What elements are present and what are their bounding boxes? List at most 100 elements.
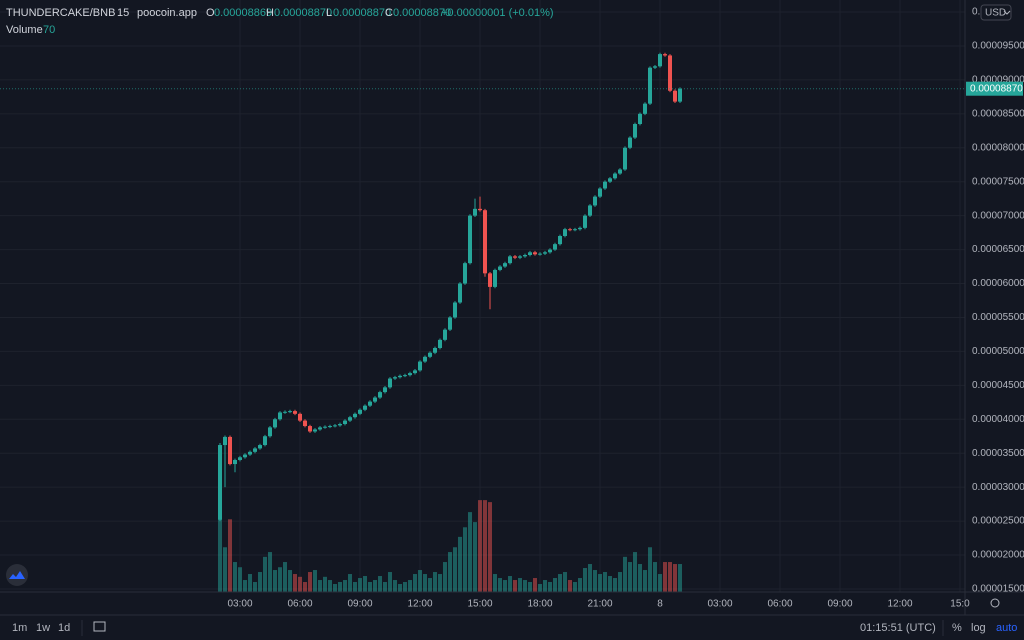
volume-bar [388,572,392,592]
candle-body [438,339,442,348]
volume-bar [313,570,317,592]
x-tick-label: 03:00 [707,599,732,610]
candle-body [353,413,357,418]
auto-button[interactable]: auto [996,622,1017,634]
y-tick-label: 0.00005500 [972,312,1024,323]
candle-body [318,427,322,430]
settings-icon[interactable] [990,598,1000,608]
volume-bar [373,580,377,592]
currency-button[interactable]: USD [980,4,1012,21]
candle-body [263,436,267,446]
volume-bar [413,574,417,592]
candle-body [358,409,362,414]
log-button[interactable]: log [971,622,986,634]
candle-body [408,373,412,376]
candle-body [508,256,512,264]
candle-body [553,244,557,250]
candle-body [463,263,467,284]
candle-body [428,352,432,357]
logo-circle[interactable] [6,564,28,586]
percent-button[interactable]: % [952,622,962,634]
y-tick-label: 0.00009500 [972,41,1024,52]
volume-bar [378,576,382,592]
currency-button-box[interactable] [980,4,1012,21]
volume-bar [593,570,597,592]
candle-body [493,269,497,287]
candle-body [478,208,482,211]
plot-area [0,0,965,592]
volume-bar [578,578,582,592]
candle-body [623,147,627,170]
volume-bar [548,582,552,592]
volume-bar [288,570,292,592]
axis-labels: 0.00010.000095000.000090000.000085000.00… [227,7,1024,610]
candle-body [268,427,272,437]
volume-bar [553,578,557,592]
candle-body [313,429,317,432]
volume-bar [368,582,372,592]
volume-bar [318,580,322,592]
candle-body [518,256,522,258]
candle-body [573,229,577,231]
date-range-icon[interactable] [93,621,106,632]
currency-label[interactable]: USD [985,8,1006,19]
candle-body [528,252,532,256]
volume-bar [358,578,362,592]
candle-body [643,103,647,114]
volume-bar [528,582,532,592]
candle-body [653,66,657,68]
volume-bar [338,582,342,592]
candle-body [393,377,397,379]
y-tick-label: 0.00002500 [972,516,1024,527]
y-tick-label: 0.00009000 [972,75,1024,86]
volume-bar [303,582,307,592]
volume-bar [323,576,327,592]
range-button[interactable]: 1w [36,622,50,634]
x-tick-label: 21:00 [587,599,612,610]
y-tick-label: 0.00006000 [972,278,1024,289]
x-tick-label: 18:00 [527,599,552,610]
volume-bar [283,562,287,592]
volume-bar [493,574,497,592]
legend-o-value: 0.00008869 [214,7,272,19]
volume-bar [678,564,682,592]
volume-bar [673,564,677,592]
logo[interactable] [6,564,28,586]
candle-body [628,137,632,148]
volume-value: 70 [43,24,55,36]
range-button[interactable]: 1d [58,622,70,634]
volume-bar [438,574,442,592]
y-tick-label: 0.00004500 [972,380,1024,391]
volume-bar [263,556,267,592]
candle-body [248,451,252,455]
candle-body [413,370,417,374]
volume-bar [268,552,272,592]
volume-bar [628,562,632,592]
volume-bar [343,580,347,592]
volume-bar [393,580,397,592]
volume-bar [418,570,422,592]
x-tick-label: 15:00 [467,599,492,610]
x-tick-label: 06:00 [287,599,312,610]
range-button[interactable]: 1m [12,622,27,634]
candle-body [218,445,222,520]
candle-body [543,252,547,254]
candle-body [608,178,612,182]
volume-bar [463,527,467,592]
candle-body [418,361,422,371]
candle-body [233,459,237,465]
x-tick-label: 09:00 [827,599,852,610]
volume-bar [293,574,297,592]
volume-bar [503,580,507,592]
candle-body [423,356,427,362]
y-tick-label: 0.00003000 [972,482,1024,493]
candle-body [458,283,462,303]
legend-l-value: 0.00008870 [333,7,391,19]
volume-bar [508,576,512,592]
volume-bar [408,580,412,592]
candle-body [283,411,287,413]
candle-body [663,54,667,56]
volume-bar [598,574,602,592]
